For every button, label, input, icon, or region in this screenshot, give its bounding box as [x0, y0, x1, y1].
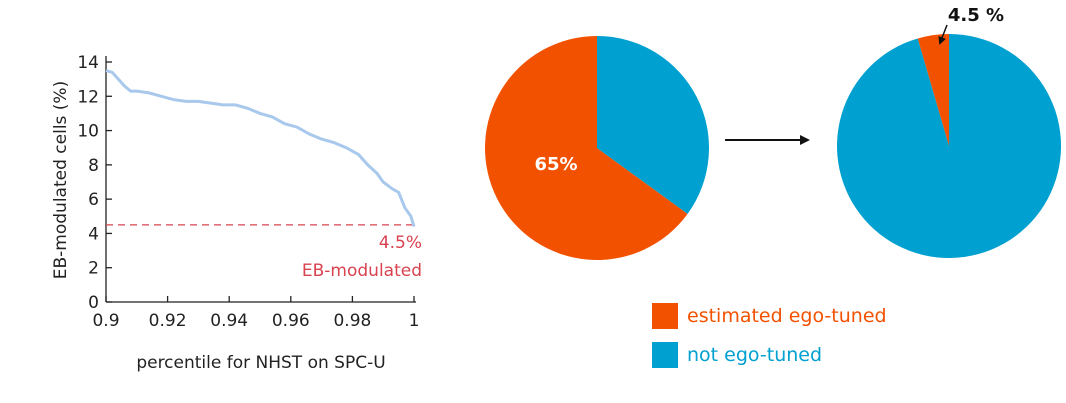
x-tick-label: 1 [409, 311, 420, 331]
x-axis-label: percentile for NHST on SPC-U [136, 353, 385, 373]
x-tick-label: 0.92 [149, 311, 187, 331]
legend: estimated ego-tuned not ego-tuned [652, 303, 887, 368]
y-tick-label: 2 [88, 259, 99, 279]
x-axis-ticks: 0.9 0.92 0.94 0.96 0.98 1 [92, 296, 419, 331]
legend-label-ego-tuned: estimated ego-tuned [687, 305, 887, 327]
y-tick-label: 6 [88, 190, 99, 210]
pie-chart-before: 65% [484, 36, 709, 261]
legend-swatch-not-ego-tuned [652, 342, 678, 368]
pie-before-percent-label: 65% [534, 154, 577, 175]
legend-label-not-ego-tuned: not ego-tuned [687, 344, 822, 366]
legend-swatch-ego-tuned [652, 303, 678, 329]
x-tick-label: 0.9 [92, 311, 119, 331]
pie-before-slice-not-ego-tuned [597, 36, 709, 214]
pie-before-slice-ego-tuned [484, 36, 688, 261]
x-tick-label: 0.96 [272, 311, 310, 331]
annotation-percent: 4.5% [379, 233, 422, 253]
x-tick-label: 0.98 [333, 311, 371, 331]
pie-chart-after: 4.5 % [837, 5, 1062, 259]
series-line [105, 69, 416, 228]
x-tick-label: 0.94 [210, 311, 248, 331]
y-axis-label: EB-modulated cells (%) [51, 81, 71, 279]
line-chart: 0 2 4 6 8 10 12 14 0.9 0.92 0.94 0.96 0.98 1 4.5% EB… [51, 53, 422, 373]
pie-after-slice-ego-tuned [917, 34, 949, 146]
annotation-label: EB-modulated [302, 261, 422, 281]
y-tick-label: 10 [77, 122, 99, 142]
y-tick-label: 14 [77, 53, 99, 73]
y-tick-label: 8 [88, 156, 99, 176]
pie-after-label-pointer [938, 24, 948, 45]
y-axis-ticks: 0 2 4 6 8 10 12 14 [77, 53, 112, 313]
y-tick-label: 0 [88, 293, 99, 313]
pie-after-percent-label: 4.5 % [948, 5, 1004, 26]
y-tick-label: 12 [77, 87, 99, 107]
y-tick-label: 4 [88, 224, 99, 244]
pie-after-slice-not-ego-tuned [837, 34, 1062, 259]
